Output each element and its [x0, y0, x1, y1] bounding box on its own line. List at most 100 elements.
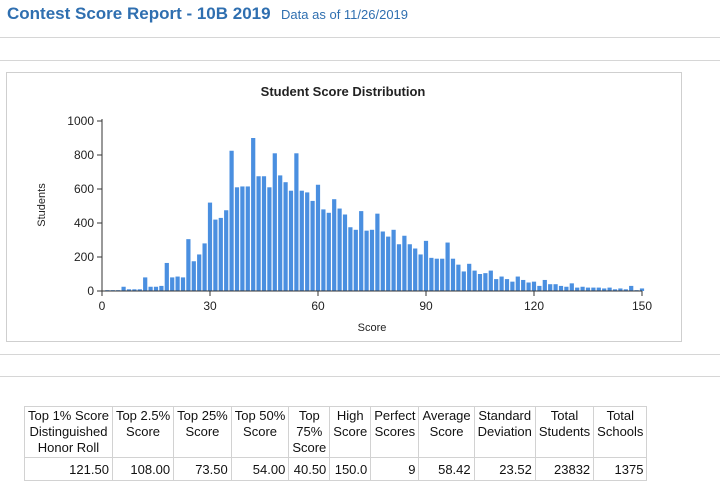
bar [418, 254, 423, 291]
x-tick-label: 120 [524, 299, 544, 313]
bar [580, 286, 585, 291]
bar [618, 288, 623, 291]
bar [461, 271, 466, 291]
bar [369, 229, 375, 291]
x-axis-label: Score [358, 322, 387, 334]
bar [607, 287, 612, 291]
score-distribution-chart: Student Score Distribution Students Scor… [36, 84, 652, 334]
stat-header: Top 25% Score [173, 406, 232, 458]
bar [450, 258, 456, 291]
bar [445, 242, 450, 291]
y-tick-label: 200 [74, 250, 94, 264]
x-tick-label: 90 [419, 299, 433, 313]
divider [0, 354, 720, 355]
bar [180, 277, 186, 291]
x-tick-label: 60 [311, 299, 325, 313]
stat-header: Standard Deviation [473, 406, 536, 458]
bar [175, 276, 180, 291]
bar [267, 187, 272, 291]
stats-header-row: Top 1% Score Distinguished Honor Roll Top 2… [24, 406, 648, 458]
bar [591, 287, 596, 291]
stat-header: Top 2.5% Score [111, 406, 175, 458]
bar [602, 288, 607, 291]
bar [375, 213, 380, 291]
bar [283, 182, 288, 291]
bar [515, 276, 520, 291]
bar [164, 262, 169, 291]
bar [407, 244, 412, 291]
bar [218, 217, 223, 291]
bar [353, 229, 358, 291]
bar [137, 289, 142, 291]
bars [105, 138, 645, 291]
bar [245, 186, 250, 291]
bar [224, 210, 229, 291]
bar [569, 283, 574, 291]
stat-value: 150.0 [329, 457, 372, 481]
bar [207, 202, 213, 291]
bar [564, 286, 569, 291]
stats-table: Top 1% Score Distinguished Honor Roll Top 2… [24, 406, 648, 481]
bar [240, 186, 245, 291]
bar [467, 263, 472, 291]
bar [472, 270, 477, 291]
stat-value: 58.42 [418, 457, 475, 481]
divider [0, 376, 720, 377]
bar [413, 248, 418, 291]
bar [553, 284, 558, 291]
stat-value: 73.50 [173, 457, 232, 481]
y-tick-label: 0 [87, 284, 94, 298]
stat-header: Top 50% Score [230, 406, 290, 458]
bar [639, 288, 645, 291]
bar [537, 285, 542, 291]
bar [510, 281, 515, 291]
bar [294, 153, 299, 291]
bar [504, 279, 510, 291]
bar [213, 219, 218, 291]
data-date: Data as of 11/26/2019 [281, 7, 409, 22]
bar [483, 273, 488, 291]
bar [423, 240, 429, 291]
bar [288, 190, 294, 291]
x-tick-label: 30 [203, 299, 217, 313]
stat-value: 108.00 [111, 457, 175, 481]
bar [332, 199, 337, 291]
bar [391, 229, 396, 291]
bar [585, 287, 591, 291]
x-tick-label: 150 [632, 299, 652, 313]
bar [229, 150, 234, 291]
bar [348, 227, 353, 291]
bar [121, 286, 126, 291]
bar [153, 286, 159, 291]
report-header: Contest Score Report - 10B 2019 Data as … [7, 4, 408, 28]
bar [299, 190, 304, 291]
bar [310, 200, 315, 291]
bar [321, 209, 326, 291]
axes: 0 200 400 600 800 1000 0 30 60 90 120 150 [67, 114, 652, 313]
chart-title: Student Score Distribution [261, 84, 426, 99]
bar [305, 192, 310, 291]
stat-value: 1375 [593, 457, 648, 481]
bar [234, 187, 240, 291]
bar [531, 281, 537, 291]
bar [132, 289, 137, 291]
y-tick-label: 600 [74, 182, 94, 196]
stat-value: 121.50 [24, 457, 113, 481]
bar [159, 285, 164, 291]
bar [326, 212, 331, 291]
bar [359, 211, 364, 291]
stat-value: 9 [370, 457, 420, 481]
bar [548, 284, 553, 291]
bar [429, 257, 434, 291]
bar [558, 285, 564, 291]
bar [261, 176, 267, 291]
stat-header: Average Score [418, 406, 475, 458]
bar [380, 231, 385, 291]
bar [434, 258, 439, 291]
y-tick-label: 1000 [67, 114, 94, 128]
bar [494, 279, 499, 291]
report-title: Contest Score Report - 10B 2019 [7, 4, 271, 23]
bar [386, 236, 391, 291]
bar [623, 289, 628, 291]
stat-header: Total Students [534, 406, 595, 458]
